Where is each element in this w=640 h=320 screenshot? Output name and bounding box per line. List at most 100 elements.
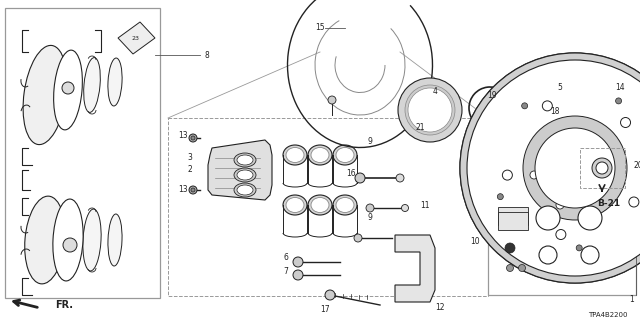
Text: 23: 23 xyxy=(132,36,140,41)
Circle shape xyxy=(574,239,606,271)
Circle shape xyxy=(596,162,608,174)
Circle shape xyxy=(191,136,195,140)
Circle shape xyxy=(508,111,513,116)
Circle shape xyxy=(355,173,365,183)
Ellipse shape xyxy=(237,155,253,165)
Ellipse shape xyxy=(286,148,304,163)
Bar xyxy=(580,148,625,188)
Circle shape xyxy=(536,206,560,230)
Ellipse shape xyxy=(84,58,100,112)
Ellipse shape xyxy=(237,185,253,195)
Text: 1: 1 xyxy=(629,295,634,305)
Circle shape xyxy=(530,171,538,179)
Circle shape xyxy=(528,198,568,238)
Circle shape xyxy=(506,265,513,271)
Circle shape xyxy=(556,141,564,149)
Text: 20: 20 xyxy=(634,161,640,170)
Circle shape xyxy=(532,239,564,271)
Ellipse shape xyxy=(53,199,83,281)
Ellipse shape xyxy=(54,50,83,130)
Bar xyxy=(488,195,636,295)
Circle shape xyxy=(523,116,627,220)
Text: 9: 9 xyxy=(367,138,372,147)
Text: 18: 18 xyxy=(550,108,560,116)
Text: FR.: FR. xyxy=(55,300,73,310)
Ellipse shape xyxy=(529,139,591,211)
Circle shape xyxy=(505,243,515,253)
Circle shape xyxy=(497,194,503,200)
Circle shape xyxy=(522,103,527,109)
Circle shape xyxy=(401,204,408,212)
Circle shape xyxy=(629,197,639,207)
Bar xyxy=(498,207,528,225)
Bar xyxy=(498,212,528,230)
Circle shape xyxy=(542,101,552,111)
Polygon shape xyxy=(395,235,435,302)
Ellipse shape xyxy=(23,45,67,145)
Text: 9: 9 xyxy=(367,213,372,222)
Circle shape xyxy=(467,60,640,276)
Circle shape xyxy=(189,186,197,194)
Ellipse shape xyxy=(286,197,304,212)
Circle shape xyxy=(518,265,525,271)
Text: 19: 19 xyxy=(487,91,497,100)
Circle shape xyxy=(547,162,573,188)
Circle shape xyxy=(366,204,374,212)
Ellipse shape xyxy=(333,195,357,215)
Text: 10: 10 xyxy=(470,237,480,246)
Ellipse shape xyxy=(83,209,101,271)
Circle shape xyxy=(556,201,564,209)
Circle shape xyxy=(398,78,462,142)
Text: 12: 12 xyxy=(435,302,445,311)
Circle shape xyxy=(293,257,303,267)
Text: 2: 2 xyxy=(188,165,192,174)
Circle shape xyxy=(576,245,582,251)
Text: TPA4B2200: TPA4B2200 xyxy=(589,312,628,318)
Bar xyxy=(168,118,488,296)
Text: 13: 13 xyxy=(178,131,188,140)
Text: 15: 15 xyxy=(315,23,325,33)
Text: 11: 11 xyxy=(420,201,429,210)
Circle shape xyxy=(535,128,615,208)
Ellipse shape xyxy=(308,145,332,165)
Text: 14: 14 xyxy=(615,84,625,92)
Circle shape xyxy=(592,158,612,178)
Circle shape xyxy=(62,82,74,94)
Text: 13: 13 xyxy=(178,186,188,195)
Ellipse shape xyxy=(311,197,329,212)
Ellipse shape xyxy=(234,183,256,197)
Circle shape xyxy=(540,155,580,195)
Circle shape xyxy=(460,53,640,283)
Text: 17: 17 xyxy=(321,306,330,315)
Circle shape xyxy=(408,88,452,132)
Text: 7: 7 xyxy=(283,268,288,276)
Circle shape xyxy=(578,206,602,230)
Text: 3: 3 xyxy=(187,154,192,163)
Ellipse shape xyxy=(108,214,122,266)
Circle shape xyxy=(460,53,640,283)
Circle shape xyxy=(556,229,566,239)
Circle shape xyxy=(189,134,197,142)
Bar xyxy=(5,8,160,298)
Ellipse shape xyxy=(25,196,65,284)
Circle shape xyxy=(508,100,513,105)
Ellipse shape xyxy=(234,153,256,167)
Ellipse shape xyxy=(336,197,354,212)
Text: 5: 5 xyxy=(557,84,563,92)
Ellipse shape xyxy=(543,128,551,138)
Circle shape xyxy=(328,96,336,104)
Circle shape xyxy=(405,85,455,135)
Circle shape xyxy=(325,290,335,300)
Text: 8: 8 xyxy=(205,51,209,60)
Ellipse shape xyxy=(108,58,122,106)
Text: 21: 21 xyxy=(415,124,425,132)
Circle shape xyxy=(616,98,621,104)
Ellipse shape xyxy=(311,148,329,163)
Text: 16: 16 xyxy=(346,169,356,178)
Ellipse shape xyxy=(336,148,354,163)
Circle shape xyxy=(354,234,362,242)
Circle shape xyxy=(582,171,590,179)
Ellipse shape xyxy=(333,145,357,165)
Bar xyxy=(498,202,528,220)
Ellipse shape xyxy=(237,170,253,180)
